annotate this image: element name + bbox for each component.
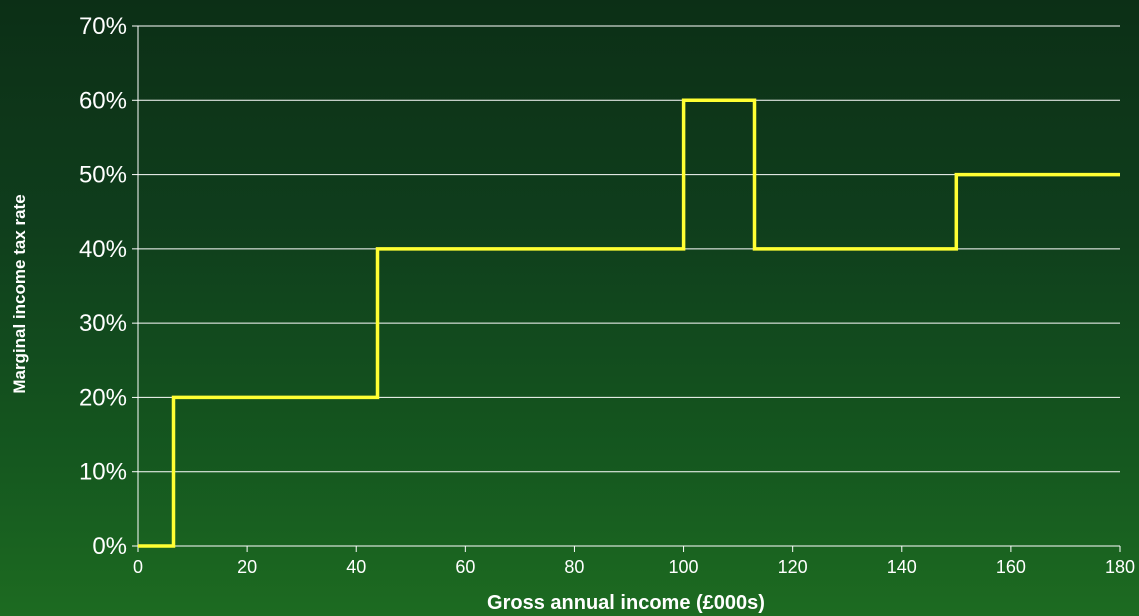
x-tick-label: 180 bbox=[1105, 557, 1135, 577]
data-series bbox=[138, 98, 1120, 548]
series-line-0 bbox=[138, 98, 1120, 548]
x-tick-label: 0 bbox=[133, 557, 143, 577]
y-axis-tick-labels: 0% 10% 20% 30% 40% 50% 60% 70% bbox=[79, 13, 127, 560]
x-axis-title: Gross annual income (£000s) bbox=[487, 592, 765, 614]
x-tick-label: 100 bbox=[669, 557, 699, 577]
y-tick-label: 70% bbox=[79, 13, 127, 40]
y-axis-title: Marginal income tax rate bbox=[10, 194, 29, 393]
x-tick-label: 140 bbox=[887, 557, 917, 577]
x-axis-tick-labels: 0 20 40 60 80 100 120 140 160 180 bbox=[133, 557, 1135, 577]
y-tick-label: 30% bbox=[79, 310, 127, 337]
x-tick-label: 80 bbox=[564, 557, 584, 577]
y-tick-label: 60% bbox=[79, 87, 127, 114]
x-tick-label: 120 bbox=[778, 557, 808, 577]
axes bbox=[132, 25, 1121, 552]
x-tick-label: 40 bbox=[346, 557, 366, 577]
y-tick-label: 0% bbox=[92, 533, 127, 560]
y-tick-label: 10% bbox=[79, 459, 127, 486]
y-tick-label: 40% bbox=[79, 236, 127, 263]
x-tick-label: 20 bbox=[237, 557, 257, 577]
x-tick-label: 160 bbox=[996, 557, 1026, 577]
y-tick-label: 50% bbox=[79, 162, 127, 189]
x-tick-label: 60 bbox=[455, 557, 475, 577]
y-tick-label: 20% bbox=[79, 384, 127, 411]
